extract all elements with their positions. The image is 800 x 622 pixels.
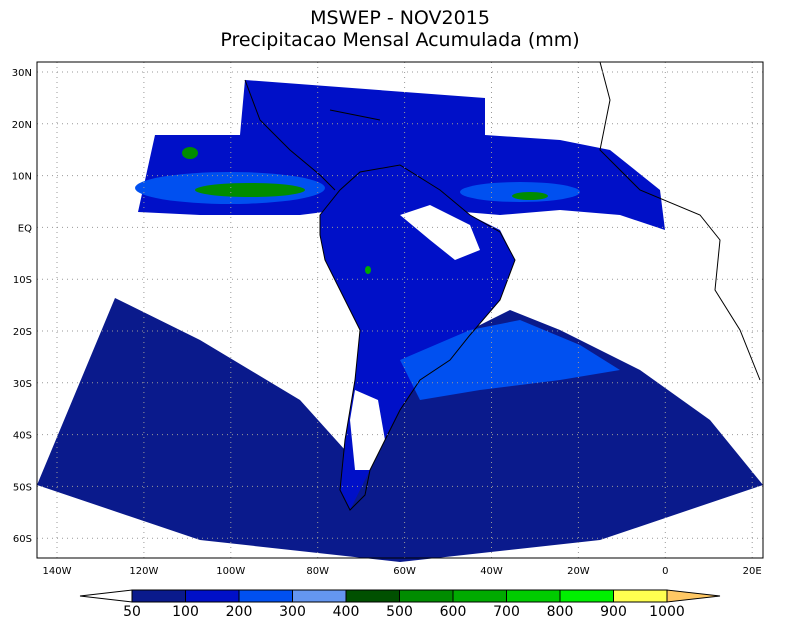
lat-label: 20N (12, 120, 32, 131)
lon-label: 60W (393, 566, 416, 577)
frame (36, 61, 764, 559)
colorbar-box (613, 589, 668, 603)
colorbar-box (452, 589, 507, 603)
coastline (319, 164, 516, 511)
colorbar-label: 50 (123, 604, 141, 618)
lon-label: 140W (43, 566, 72, 577)
subtitle: Precipitacao Mensal Acumulada (mm) (220, 29, 579, 51)
colorbar-label: 1000 (649, 604, 685, 618)
map-area (37, 61, 763, 562)
colorbar-box (559, 589, 614, 603)
coastline (244, 61, 761, 381)
colorbar-box (399, 589, 454, 603)
lat-label: 10N (12, 172, 32, 183)
lon-label: 120W (129, 566, 158, 577)
precip-atlantic (400, 320, 620, 400)
lat-label: 60S (13, 534, 32, 545)
lon-label: 100W (216, 566, 245, 577)
lat-label: 10S (13, 275, 32, 286)
colorbar-label: 700 (493, 604, 520, 618)
lat-label: 40S (13, 431, 32, 442)
colorbar-label: 300 (279, 604, 306, 618)
lon-label: 20W (567, 566, 590, 577)
colorbar: 50 100 200 300 400 500 600 700 800 900 1000 (79, 589, 721, 620)
lon-label: 40W (480, 566, 503, 577)
colorbar-label: 500 (386, 604, 413, 618)
dry-area (350, 390, 385, 470)
colorbar-label: 100 (172, 604, 199, 618)
colorbar-label: 600 (440, 604, 467, 618)
lat-label: 50S (13, 482, 32, 493)
precip-heavy (195, 183, 305, 197)
colorbar-label: 400 (333, 604, 360, 618)
lon-label: 20E (743, 566, 762, 577)
lon-label: 0 (662, 566, 668, 577)
colorbar-box (131, 589, 186, 603)
lon-label: 80W (306, 566, 329, 577)
colorbar-box (292, 589, 347, 603)
precip-heavy (365, 266, 371, 274)
colorbar-under (79, 589, 133, 603)
lat-label: 20S (13, 327, 32, 338)
lat-label: 30S (13, 379, 32, 390)
precip-heavy (182, 147, 198, 159)
lat-label: EQ (18, 223, 32, 234)
colorbar-box (506, 589, 561, 603)
dry-area (400, 205, 480, 260)
colorbar-label: 900 (600, 604, 627, 618)
precip-heavy (512, 192, 548, 200)
colorbar-label: 800 (547, 604, 574, 618)
colorbar-over (666, 589, 721, 603)
colorbar-label: 200 (226, 604, 253, 618)
colorbar-box (185, 589, 240, 603)
title: MSWEP - NOV2015 (310, 7, 490, 29)
lat-label: 30N (12, 68, 32, 79)
colorbar-box (345, 589, 400, 603)
precip-band (460, 182, 580, 202)
colorbar-box (238, 589, 293, 603)
